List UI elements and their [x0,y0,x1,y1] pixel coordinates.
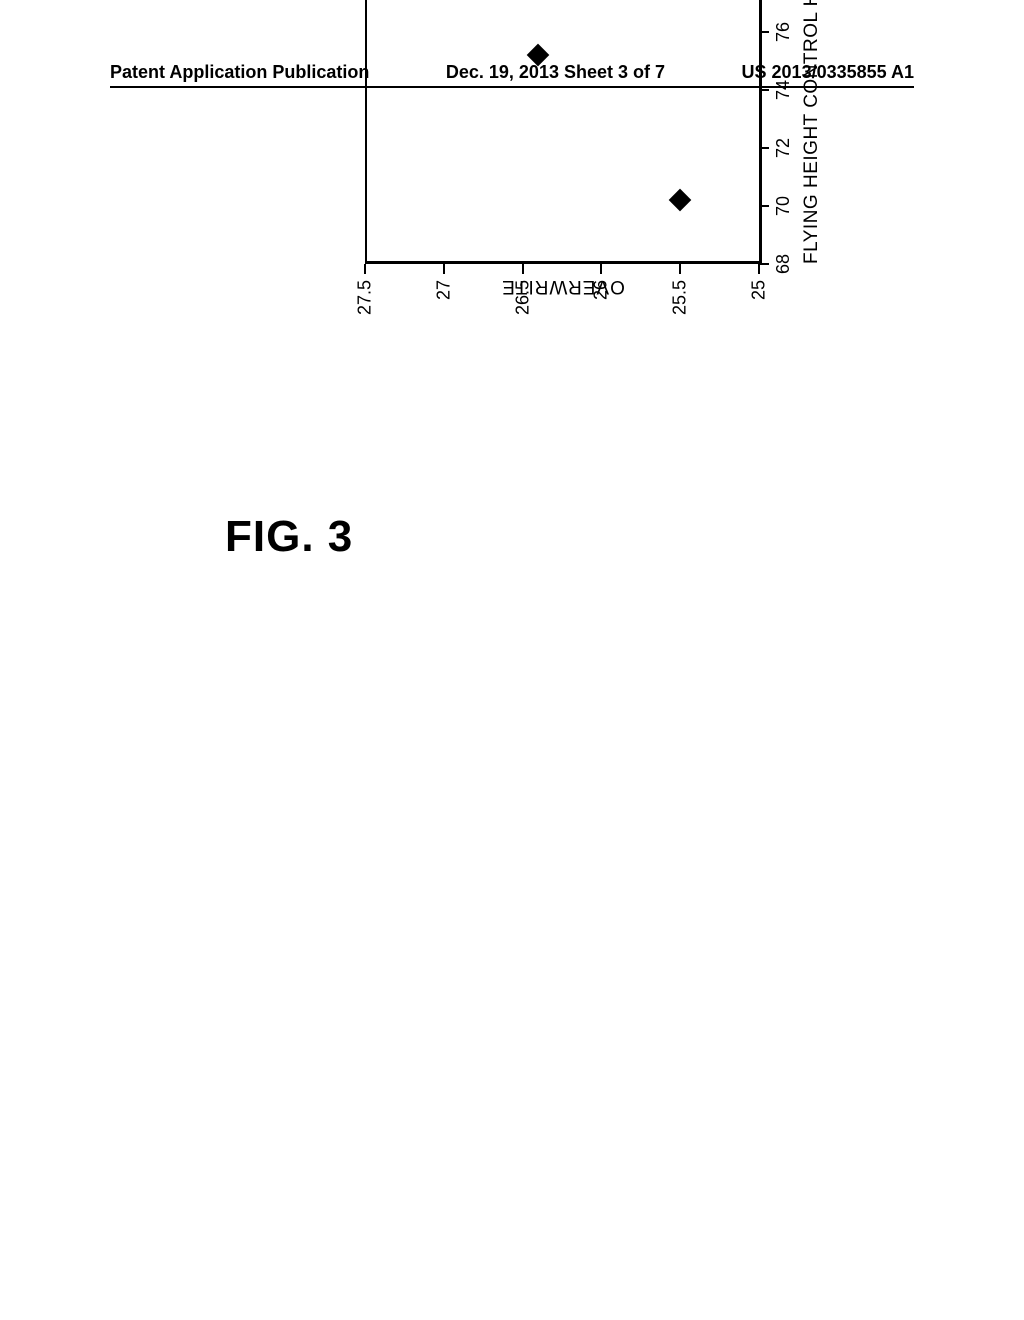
page: Patent Application Publication Dec. 19, … [0,0,1024,1320]
x-tick [759,31,769,33]
y-tick-label: 26.5 [512,280,533,320]
y-tick [522,264,524,274]
x-tick [759,89,769,91]
x-tick [759,263,769,265]
y-axis-line [365,262,759,265]
x-tick-label: 74 [773,80,794,100]
x-axis-title: FLYING HEIGHT CONTROL HEATER POWER (mW) [801,0,823,264]
y-tick-label: 27 [433,280,454,320]
y-tick-label: 26 [591,280,612,320]
x-tick-label: 72 [773,138,794,158]
y-tick [679,264,681,274]
x-tick-label: 68 [773,254,794,274]
y-tick [443,264,445,274]
x-tick-label: 76 [773,22,794,42]
y-tick-label: 25.5 [670,280,691,320]
x-axis-line [759,0,762,264]
y-tick-label: 27.5 [355,280,376,320]
y-tick-label: 25 [749,280,770,320]
y-tick [600,264,602,274]
figure-title: FIG. 3 [225,512,353,562]
x-tick [759,147,769,149]
plot-area [365,0,759,264]
x-tick [759,205,769,207]
figure: FIG. 3 OVERWRITE FLYING HEIGHT CONTROL H… [0,0,1024,1320]
scatter-chart: OVERWRITE FLYING HEIGHT CONTROL HEATER P… [353,0,759,320]
y-tick [758,264,760,274]
x-tick-label: 70 [773,196,794,216]
y-tick [364,264,366,274]
